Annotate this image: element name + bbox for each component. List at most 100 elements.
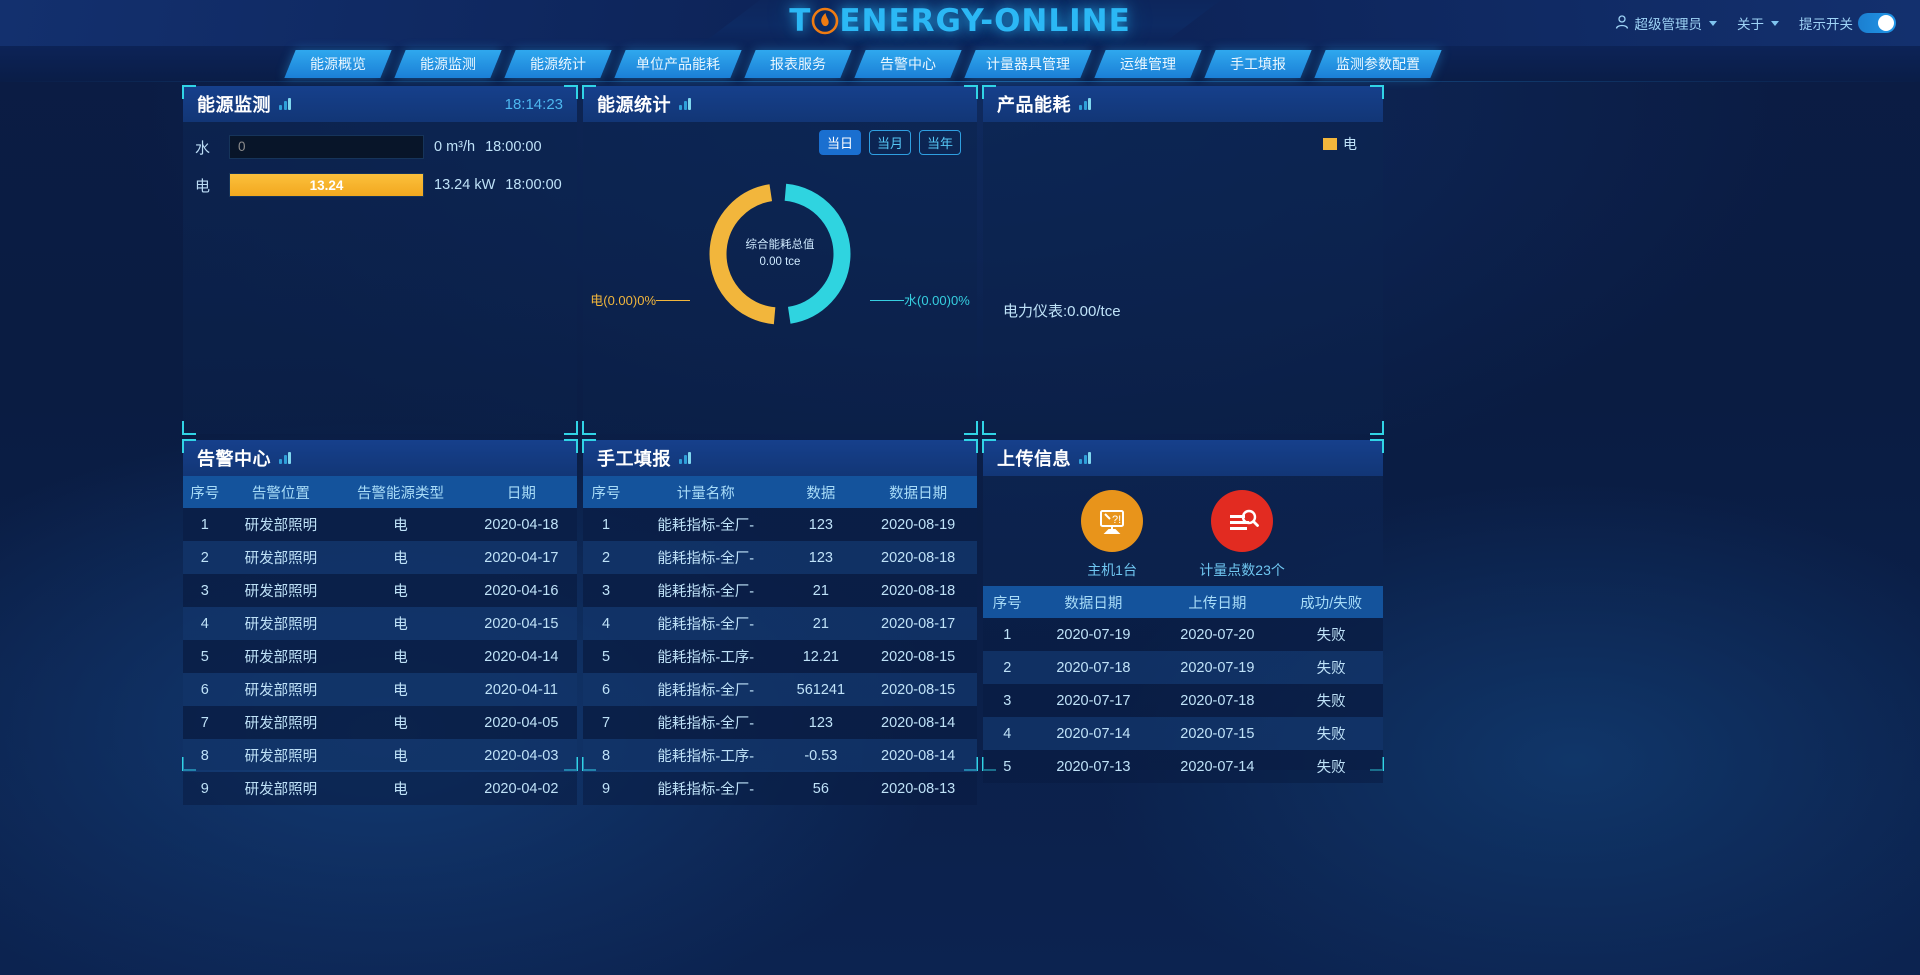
range-button-2[interactable]: 当月	[868, 130, 911, 155]
panel-body: ?! 主机1台 计量点数23个 序号 数据日期 上传日期 成功/失败 1 2020-07…	[983, 476, 1383, 783]
column-header: 告警位置	[226, 476, 336, 508]
table-cell: 失败	[1279, 684, 1383, 717]
table-cell: 2020-04-02	[465, 772, 577, 805]
table-cell: 2020-07-18	[1155, 684, 1280, 717]
table-cell: 2020-04-18	[465, 508, 577, 541]
panel-title: 产品能耗	[997, 95, 1071, 115]
donut-label-water: 水(0.00)0%	[870, 290, 970, 309]
legend-label: 电	[1343, 136, 1357, 152]
table-row[interactable]: 3 研发部照明电 2020-04-16	[183, 574, 577, 607]
table-row[interactable]: 3 2020-07-17 2020-07-18 失败	[983, 684, 1383, 717]
table-cell: 123	[782, 706, 860, 739]
table-cell: 1	[983, 618, 1032, 651]
table-row[interactable]: 2 2020-07-18 2020-07-19 失败	[983, 651, 1383, 684]
energy-row-value: 13.24 kW	[434, 177, 496, 193]
table-cell: 5	[183, 640, 227, 673]
table-row[interactable]: 6 能耗指标-全厂- 561241 2020-08-15	[583, 673, 977, 706]
upload-table: 序号 数据日期 上传日期 成功/失败 1 2020-07-19 2020-07-20 失败 2…	[983, 586, 1383, 783]
range-button-3[interactable]: 当年	[918, 130, 961, 155]
energy-row-track: 13.24	[229, 173, 424, 197]
table-body: 1 能耗指标-全厂- 123 2020-08-19 2 能耗指标-全厂- 123 2020-0…	[583, 508, 977, 805]
column-header: 计量名称	[629, 476, 783, 508]
document-search-icon	[1211, 490, 1274, 552]
donut-slice-water	[709, 183, 851, 325]
panel-upload-info: 上传信息 ?! 主机1台 计量点数23个 序号 数据日期 上传	[982, 439, 1384, 783]
table-cell: 6	[583, 673, 630, 706]
table-row[interactable]: 4 能耗指标-全厂- 21 2020-08-17	[583, 607, 977, 640]
table-cell: 电	[335, 607, 466, 640]
stat-caption: 计量点数23个	[1199, 562, 1285, 578]
table-cell: 2020-07-17	[1031, 684, 1156, 717]
nav-tab-10[interactable]: 监测参数配置	[1314, 50, 1442, 78]
nav-tab-label: 告警中心	[880, 56, 936, 72]
table-row[interactable]: 1 2020-07-19 2020-07-20 失败	[983, 618, 1383, 651]
main-navigation: 能源概览 能源监测 能源统计 单位产品能耗 报表服务 告警中心 计量器具管理 运维管理 手工填报…	[0, 46, 1920, 82]
table-row[interactable]: 8 能耗指标-工序- -0.53 2020-08-14	[583, 739, 977, 772]
nav-tab-4[interactable]: 单位产品能耗	[614, 50, 742, 78]
donut-chart: 综合能耗总值 0.00 tce 电(0.00)0% 水(0.00)0%	[590, 174, 970, 334]
brand-suffix: ENERGY-ONLINE	[839, 3, 1131, 39]
stat-caption: 主机1台	[1087, 562, 1137, 578]
table-cell: 2020-07-15	[1155, 717, 1280, 750]
table-cell: 电	[335, 673, 466, 706]
nav-tab-7[interactable]: 计量器具管理	[964, 50, 1092, 78]
nav-tab-3[interactable]: 能源统计	[504, 50, 612, 78]
stat-meter-points: 计量点数23个	[1199, 490, 1285, 580]
nav-tab-label: 运维管理	[1120, 56, 1176, 72]
table-cell: 研发部照明	[226, 640, 336, 673]
table-row[interactable]: 5 研发部照明电 2020-04-14	[183, 640, 577, 673]
table-row[interactable]: 1 研发部照明电 2020-04-18	[183, 508, 577, 541]
table-cell: 6	[183, 673, 227, 706]
range-button-1[interactable]: 当日	[818, 130, 861, 155]
table-row[interactable]: 6 研发部照明电 2020-04-11	[183, 673, 577, 706]
table-cell: 失败	[1279, 750, 1383, 783]
table-row[interactable]: 9 能耗指标-全厂- 56 2020-08-13	[583, 772, 977, 805]
table-row[interactable]: 5 能耗指标-工序- 12.21 2020-08-15	[583, 640, 977, 673]
table-row[interactable]: 7 研发部照明电 2020-04-05	[183, 706, 577, 739]
table-cell: 9	[583, 772, 630, 805]
panel-title: 能源监测	[197, 95, 271, 115]
table-cell: 电	[335, 508, 466, 541]
legend-swatch-icon	[1323, 138, 1337, 150]
chart-bars-icon	[1079, 98, 1091, 110]
table-cell: 电	[335, 706, 466, 739]
user-menu[interactable]: 超级管理员	[1614, 13, 1717, 33]
table-row[interactable]: 2 研发部照明电 2020-04-17	[183, 541, 577, 574]
about-menu[interactable]: 关于	[1737, 13, 1779, 33]
nav-tab-label: 能源监测	[420, 56, 476, 72]
nav-tab-9[interactable]: 手工填报	[1204, 50, 1312, 78]
table-row[interactable]: 3 能耗指标-全厂- 21 2020-08-18	[583, 574, 977, 607]
about-label: 关于	[1737, 17, 1764, 32]
nav-tab-2[interactable]: 能源监测	[394, 50, 502, 78]
table-cell: 8	[183, 739, 227, 772]
table-row[interactable]: 8 研发部照明电 2020-04-03	[183, 739, 577, 772]
tip-toggle-switch[interactable]	[1858, 13, 1896, 33]
table-row[interactable]: 4 2020-07-14 2020-07-15 失败	[983, 717, 1383, 750]
nav-tab-6[interactable]: 告警中心	[854, 50, 962, 78]
table-header-row: 序号 计量名称 数据 数据日期	[583, 476, 977, 508]
nav-tab-8[interactable]: 运维管理	[1094, 50, 1202, 78]
table-cell: 失败	[1279, 618, 1383, 651]
product-energy-value: 电力仪表:0.00/tce	[1003, 303, 1121, 320]
nav-tab-1[interactable]: 能源概览	[284, 50, 392, 78]
table-cell: 研发部照明	[226, 574, 336, 607]
table-row[interactable]: 5 2020-07-13 2020-07-14 失败	[983, 750, 1383, 783]
table-head: 序号 告警位置 告警能源类型 日期	[183, 476, 577, 508]
nav-tab-5[interactable]: 报表服务	[744, 50, 852, 78]
table-row[interactable]: 1 能耗指标-全厂- 123 2020-08-19	[583, 508, 977, 541]
panel-title: 上传信息	[997, 449, 1071, 469]
panel-header: 能源统计	[583, 86, 977, 122]
panel-energy-monitor: 能源监测 18:14:23 水 0 0 m³/h 18:00:00 电 13.24 13.2…	[182, 85, 578, 435]
table-row[interactable]: 4 研发部照明电 2020-04-15	[183, 607, 577, 640]
table-row[interactable]: 2 能耗指标-全厂- 123 2020-08-18	[583, 541, 977, 574]
tip-toggle-group[interactable]: 提示开关	[1799, 13, 1896, 33]
table-row[interactable]: 9 研发部照明电 2020-04-02	[183, 772, 577, 805]
table-row[interactable]: 7 能耗指标-全厂- 123 2020-08-14	[583, 706, 977, 739]
donut-chart-wrap: 综合能耗总值 0.00 tce 电(0.00)0% 水(0.00)0%	[583, 174, 977, 334]
table-cell: 2020-08-14	[859, 739, 977, 772]
table-cell: 123	[782, 541, 860, 574]
table-cell: 1	[183, 508, 227, 541]
donut-center-label: 综合能耗总值	[745, 239, 815, 252]
range-filter-group: 当日 当月 当年	[818, 130, 961, 155]
table-cell: 2020-08-19	[859, 508, 977, 541]
